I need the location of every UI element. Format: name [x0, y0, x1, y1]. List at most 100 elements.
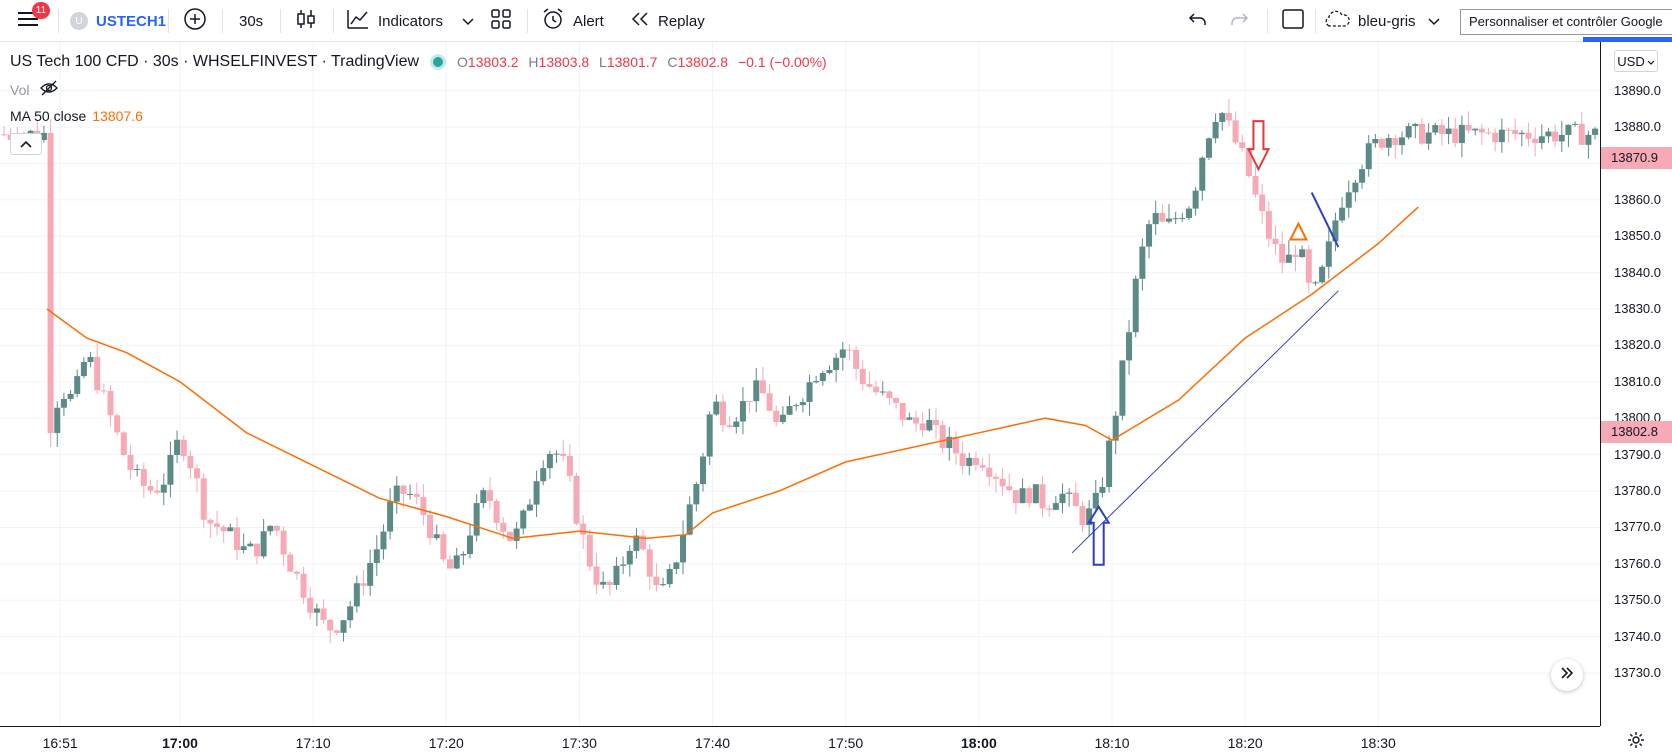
indicators-dropdown[interactable]: [462, 0, 474, 42]
indicators-button[interactable]: Indicators: [346, 0, 443, 42]
chart-legend: US Tech 100 CFD · 30s · WHSELFINVEST · T…: [10, 53, 827, 71]
candle-body: [600, 581, 607, 585]
candle-body: [653, 576, 660, 586]
price-axis-label: 13890.0: [1614, 82, 1661, 98]
candle-body: [646, 549, 653, 577]
symbol-search-button[interactable]: U USTECH1: [70, 0, 166, 42]
accent-bar: [1583, 37, 1672, 42]
candle-body: [353, 583, 360, 607]
candle-body: [846, 349, 853, 351]
candle-body: [573, 475, 580, 524]
alert-button[interactable]: Alert: [541, 0, 604, 42]
candle-body: [1019, 488, 1026, 504]
candle-body: [520, 510, 527, 529]
candle-body: [786, 406, 793, 415]
candle-body: [1232, 120, 1239, 143]
ma-legend[interactable]: MA 50 close 13807.6: [10, 108, 143, 124]
symbol-name: USTECH1: [96, 12, 167, 30]
candle-body: [287, 554, 294, 572]
candle-body: [460, 553, 467, 556]
candle-body: [813, 381, 820, 383]
candle-body: [660, 584, 667, 586]
candle-body: [214, 523, 221, 527]
candle-body: [107, 390, 114, 416]
eye-crossed-icon[interactable]: [39, 80, 59, 99]
candle-body: [413, 493, 420, 497]
price-axis-label: 13820.0: [1614, 337, 1661, 353]
time-axis[interactable]: 16:51 17:00 17:10 17:20 17:30 17:40 17:50 18:00…: [0, 726, 1600, 756]
chart-type-button[interactable]: [295, 0, 317, 42]
candle-body: [1285, 254, 1292, 263]
interval-button[interactable]: 30s: [239, 12, 264, 30]
price-chart[interactable]: [0, 42, 1600, 726]
candle-body: [1352, 182, 1359, 193]
candle-body: [793, 405, 800, 407]
candle-body: [959, 453, 966, 466]
candle-body: [313, 608, 320, 613]
candle-body: [733, 421, 740, 428]
save-layout-button[interactable]: bleu-gris: [1322, 0, 1416, 42]
symbol-logo: U: [70, 12, 88, 30]
legend-title: US Tech 100 CFD · 30s · WHSELFINVEST · T…: [10, 53, 420, 70]
replay-label: Replay: [658, 12, 705, 30]
candle-body: [992, 476, 999, 479]
candle-body: [473, 503, 480, 536]
currency-button[interactable]: USD: [1614, 50, 1658, 72]
volume-legend[interactable]: Vol: [10, 80, 59, 99]
candle-body: [1272, 238, 1279, 245]
candle-body: [1239, 142, 1246, 149]
candle-body: [906, 417, 913, 420]
candle-body: [1199, 157, 1206, 191]
time-axis-label: 17:50: [828, 735, 864, 751]
candle-body: [1572, 123, 1579, 125]
candle-body: [1265, 210, 1272, 239]
candle-body: [626, 550, 633, 565]
candle-body: [1012, 490, 1019, 504]
candle-body: [1379, 138, 1386, 148]
fullscreen-button[interactable]: [1282, 0, 1304, 42]
price-axis-label: 13880.0: [1614, 118, 1661, 134]
candle-body: [427, 515, 434, 539]
chevron-down-icon: [462, 13, 474, 30]
candle-body: [333, 630, 340, 633]
candle-body: [347, 606, 354, 621]
layout-dropdown[interactable]: [1428, 0, 1440, 42]
gear-icon: [1627, 731, 1645, 754]
open-label: O: [457, 54, 468, 70]
candles: [1, 99, 1599, 644]
price-axis-label: 13750.0: [1614, 592, 1661, 608]
replay-button[interactable]: Replay: [630, 0, 705, 42]
candle-body: [580, 523, 587, 535]
high-value: 13803.8: [538, 54, 590, 70]
candle-body: [1166, 218, 1172, 222]
layouts-button[interactable]: [490, 0, 512, 42]
price-axis-label: 13810.0: [1614, 373, 1661, 389]
candle-body: [1525, 132, 1532, 139]
candle-body: [1472, 128, 1479, 131]
candle-body: [1432, 125, 1439, 133]
chart-settings-button[interactable]: [1624, 730, 1648, 754]
candle-body: [240, 546, 247, 551]
collapse-legend-button[interactable]: [10, 133, 42, 155]
time-axis-label: 16:51: [42, 735, 78, 751]
compare-symbol-button[interactable]: [183, 0, 207, 42]
undo-button[interactable]: [1188, 0, 1208, 42]
candle-body: [533, 481, 540, 505]
redo-button[interactable]: [1229, 0, 1249, 42]
drawings: [1071, 120, 1340, 566]
price-tag-high: 13870.9: [1601, 147, 1672, 169]
time-axis-label: 17:30: [561, 735, 597, 751]
low-value: 13801.7: [606, 54, 658, 70]
candle-body: [400, 485, 407, 494]
candle-body: [147, 485, 154, 491]
candle-body: [47, 132, 54, 433]
scroll-to-realtime-button[interactable]: [1551, 659, 1583, 691]
candle-body: [593, 566, 600, 585]
main-menu-button[interactable]: [18, 0, 40, 42]
candle-body: [420, 496, 427, 516]
candle-body: [553, 453, 560, 455]
notification-badge: 11: [32, 2, 50, 19]
candle-body: [1152, 212, 1159, 225]
candle-body: [966, 457, 973, 466]
candle-body: [1219, 113, 1226, 122]
